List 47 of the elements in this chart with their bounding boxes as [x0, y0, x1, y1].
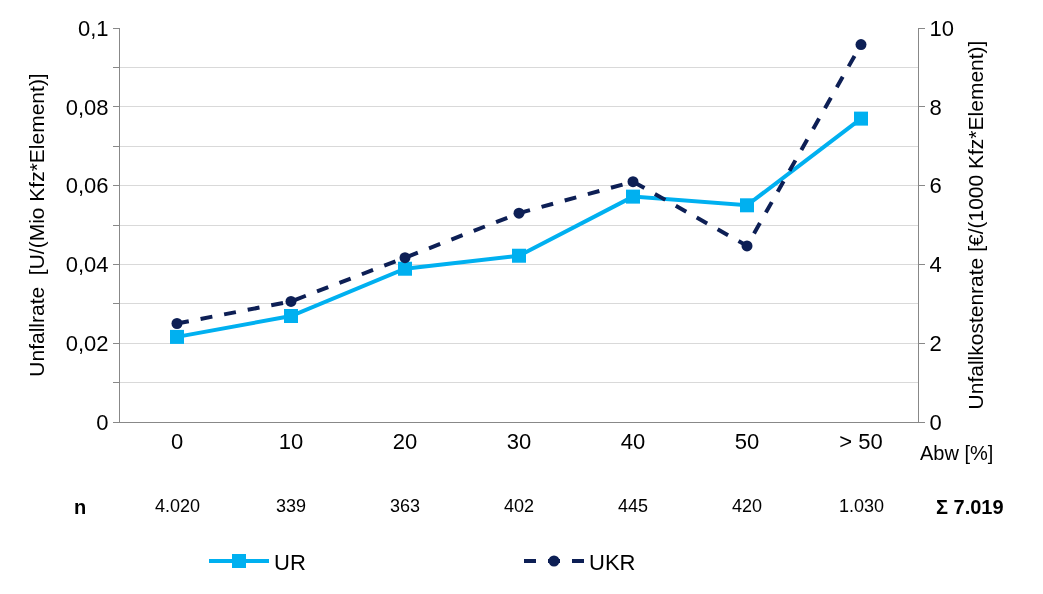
y2-axis-title: Unfallkostenrate [€/(1000 Kfz*Element)] — [964, 40, 988, 410]
x-tick-label: 40 — [620, 429, 646, 455]
point — [626, 189, 640, 204]
point — [740, 198, 754, 213]
y2-tick-label: 10 — [929, 15, 954, 41]
point — [285, 295, 297, 307]
y2-tick-label: 2 — [929, 330, 942, 356]
point — [399, 252, 411, 264]
text: n — [74, 496, 87, 518]
text: Σ 7.019 — [936, 496, 1004, 518]
point — [170, 329, 184, 344]
x-tick-label: 0 — [170, 429, 184, 455]
text: 445 — [618, 496, 649, 516]
y2-tick-label: 8 — [929, 94, 942, 120]
x-tick-label: 50 — [734, 429, 760, 455]
text: 339 — [276, 496, 307, 516]
point — [854, 111, 868, 126]
legend-label: UKR — [589, 549, 636, 575]
point — [627, 176, 639, 188]
y-axis-title: Unfallrate [U/(Mio Kfz*Element)] — [24, 73, 48, 377]
y2-tick-label: 0 — [929, 409, 942, 435]
y-tick-label: 0 — [96, 409, 109, 435]
text: 402 — [504, 496, 535, 516]
legend-label: UR — [274, 549, 306, 575]
text: 363 — [390, 496, 421, 516]
x-tick-label: 20 — [392, 429, 418, 455]
text: 4.020 — [155, 496, 201, 516]
point — [171, 318, 183, 329]
y2-tick-label: 6 — [929, 173, 942, 199]
point — [512, 248, 526, 263]
y2-tick-label: 4 — [929, 252, 942, 278]
x-tick-label: > 50 — [839, 429, 883, 455]
y-tick-label: 0,08 — [65, 94, 109, 120]
point — [741, 240, 753, 252]
x-tick-label: 10 — [278, 429, 304, 455]
point — [284, 309, 298, 324]
x-axis-title: Abw [%] — [920, 442, 994, 464]
y-tick-label: 0,1 — [78, 15, 109, 41]
point — [398, 261, 412, 276]
point — [855, 39, 867, 51]
point — [513, 207, 525, 219]
y-tick-label: 0,02 — [65, 330, 109, 356]
text: 420 — [732, 496, 763, 516]
text: 1.030 — [839, 496, 885, 516]
x-tick-label: 30 — [506, 429, 532, 455]
y-tick-label: 0,04 — [65, 252, 109, 278]
y-tick-label: 0,06 — [65, 173, 109, 199]
